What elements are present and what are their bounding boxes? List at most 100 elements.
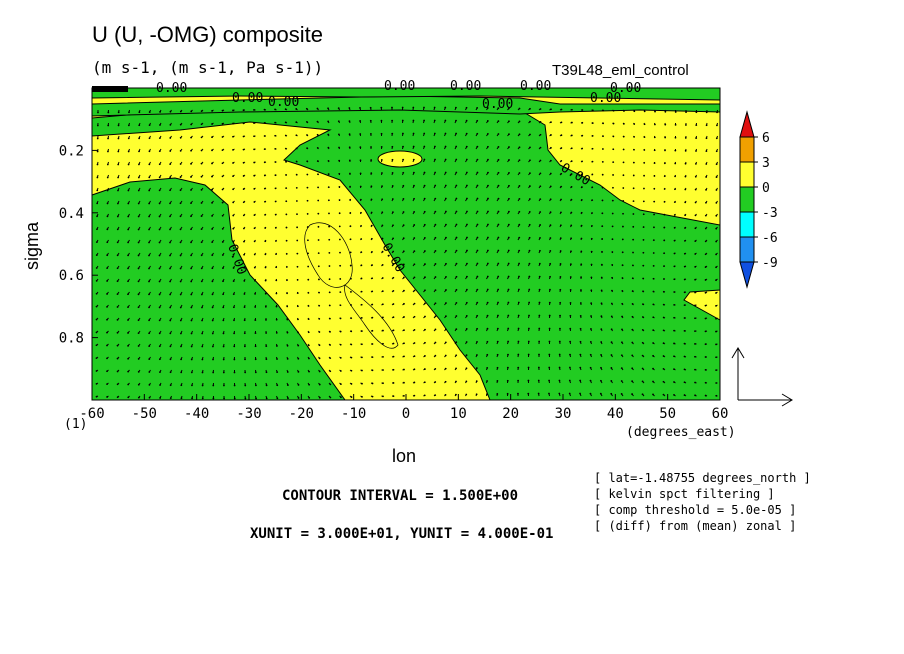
vector-head: [683, 394, 686, 396]
vector-head: [683, 265, 686, 268]
vector-head: [548, 314, 551, 317]
vector-head: [329, 396, 332, 399]
vector-head: [242, 135, 245, 138]
vector-head: [486, 367, 489, 369]
vector-head: [242, 122, 245, 125]
vector-head: [476, 210, 479, 213]
vector-head: [518, 249, 521, 252]
vector-head: [465, 301, 468, 304]
vector-head: [169, 189, 171, 192]
vector-head: [674, 111, 677, 113]
vector-head: [212, 358, 214, 361]
vector-head: [549, 250, 552, 252]
vector-head: [569, 301, 572, 304]
vector-head: [642, 239, 645, 241]
colorbar-label: -9: [762, 256, 778, 271]
vector-head: [159, 397, 162, 399]
vector-head: [465, 288, 468, 291]
vector-head: [127, 215, 130, 218]
corner-label: (1): [64, 417, 87, 432]
vector-head: [148, 254, 150, 257]
vector-head: [455, 249, 458, 252]
vector-head: [517, 340, 520, 343]
vector-head: [664, 123, 667, 126]
vector-head: [704, 214, 707, 217]
vector-head: [579, 314, 582, 317]
vector-head: [116, 370, 119, 373]
vector-head: [537, 366, 540, 369]
contour-interval-text: CONTOUR INTERVAL = 1.500E+00: [282, 488, 519, 504]
colorbar-top-arrow: [739, 110, 755, 138]
vector-head: [705, 201, 707, 204]
vector-head: [539, 133, 542, 136]
vector-head: [169, 228, 171, 231]
vector-head: [116, 306, 119, 308]
vector-head: [518, 146, 521, 149]
vector-head: [191, 384, 193, 387]
vector-head: [610, 354, 613, 356]
vector-head: [253, 253, 256, 256]
vector-head: [402, 184, 405, 187]
vector-head: [621, 315, 624, 318]
vector-head: [704, 343, 707, 346]
vector-head: [413, 289, 416, 292]
vector-head: [169, 267, 171, 270]
vector-head: [632, 251, 634, 254]
vector-head: [137, 280, 140, 283]
vector-head: [486, 380, 488, 382]
vector-head: [169, 254, 171, 257]
vector-head: [211, 136, 213, 139]
vector-head: [117, 176, 119, 179]
vector-head: [570, 147, 573, 150]
vector-head: [602, 122, 605, 125]
vector-head: [275, 331, 278, 334]
vector-head: [423, 184, 426, 187]
vector-head: [653, 136, 656, 139]
vector-head: [201, 397, 204, 400]
vector-head: [169, 280, 171, 283]
vector-head: [96, 176, 99, 179]
vector-head: [591, 122, 594, 124]
colorbar-label: 6: [762, 131, 770, 146]
vector-head: [148, 150, 151, 153]
vector-head: [581, 134, 584, 137]
vector-head: [223, 397, 225, 400]
vector-head: [632, 161, 635, 164]
vector-head: [180, 332, 182, 335]
vector-head: [560, 108, 563, 111]
vector-head: [413, 263, 416, 266]
vector-head: [549, 172, 552, 175]
vector-head: [455, 236, 458, 239]
vector-head: [486, 120, 489, 122]
vector-head: [232, 240, 235, 243]
vector-head: [402, 171, 405, 174]
vector-head: [529, 107, 531, 110]
vector-head: [527, 353, 530, 356]
vector-head: [360, 277, 363, 280]
vector-head: [296, 252, 299, 255]
vector-head: [413, 355, 416, 358]
vector-head: [559, 288, 562, 291]
vector-head: [242, 201, 245, 204]
vector-head: [579, 353, 582, 356]
vector-head: [211, 241, 214, 244]
vector-head: [127, 176, 130, 179]
vector-head: [381, 303, 384, 306]
vector-head: [673, 304, 676, 306]
vector-head: [673, 316, 676, 319]
vector-head: [380, 106, 383, 109]
vector-head: [715, 163, 718, 166]
vector-head: [601, 173, 604, 176]
vector-head: [327, 146, 330, 149]
vector-head: [663, 162, 666, 165]
y-tick-label: 0.6: [59, 268, 84, 284]
vector-head: [465, 145, 468, 148]
vector-head: [276, 358, 278, 360]
colorbar-segment: [739, 161, 755, 188]
vector-head: [116, 319, 119, 321]
vector-head: [694, 201, 697, 204]
vector-head: [127, 254, 129, 257]
vector-head: [339, 251, 341, 254]
vector-head: [221, 227, 224, 230]
